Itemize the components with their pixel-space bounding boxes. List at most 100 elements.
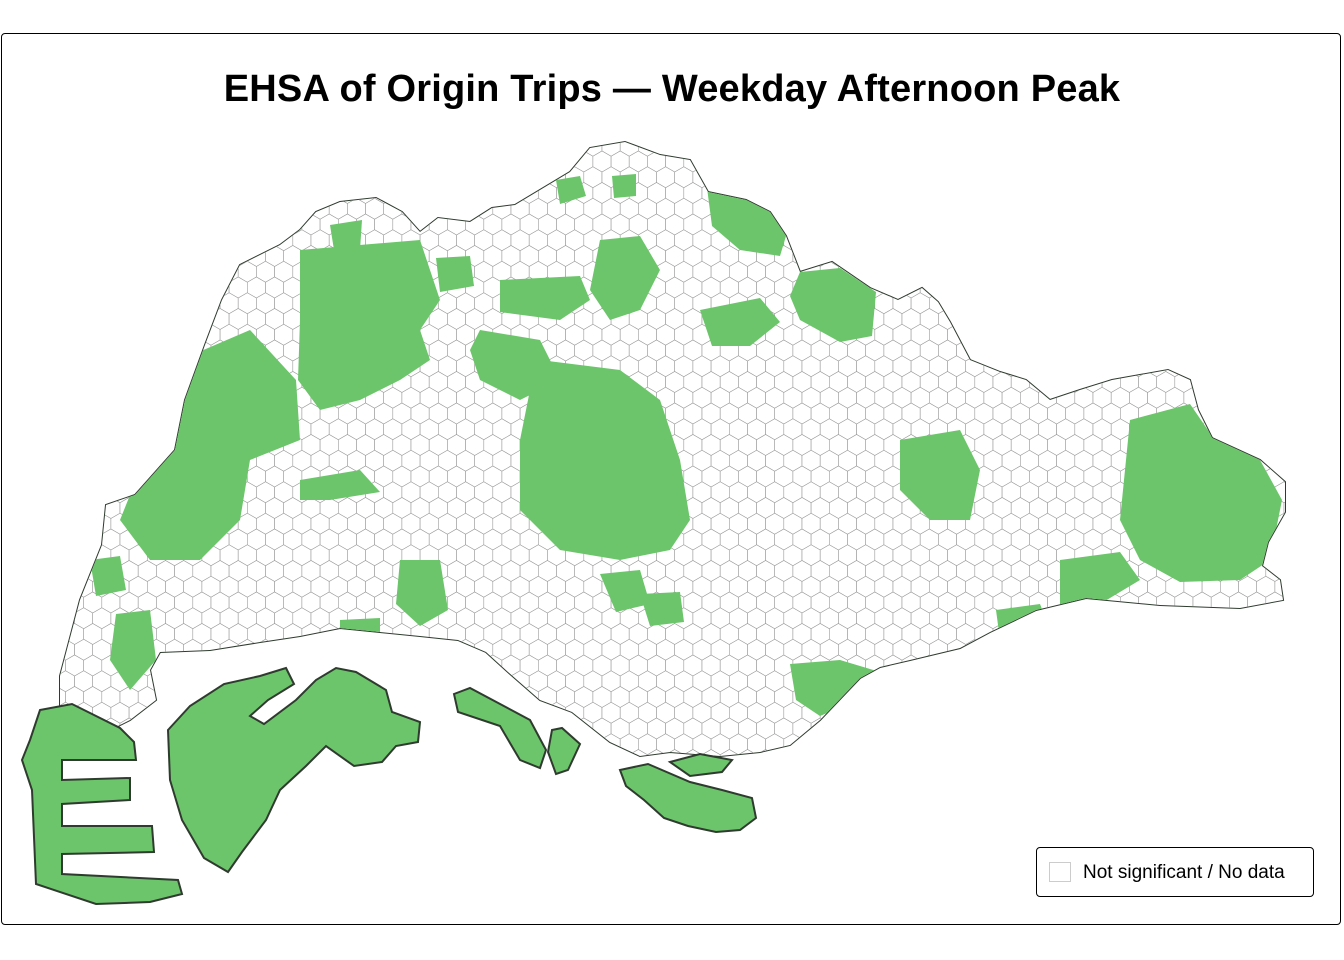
hex-cell	[38, 167, 56, 188]
hex-cell	[174, 213, 194, 236]
hex-cell	[774, 182, 794, 204]
hex-cell	[1056, 355, 1076, 378]
hex-cell	[1192, 245, 1212, 267]
hex-cell	[60, 607, 75, 630]
hex-cell	[128, 197, 148, 220]
hex-cell	[1238, 142, 1257, 157]
hex-cell	[919, 245, 939, 267]
hex-cell	[1165, 229, 1185, 252]
hex-cell	[1129, 142, 1148, 157]
hex-cell	[1256, 142, 1276, 157]
hex-cell	[783, 166, 803, 189]
hex-cell	[1238, 733, 1257, 756]
hex-cell	[1265, 245, 1285, 267]
hex-cell	[401, 166, 421, 189]
hex-cell	[65, 528, 84, 551]
hex-cell	[283, 150, 303, 173]
hex-cell	[38, 608, 56, 629]
hex-cell	[256, 197, 275, 220]
hex-cell	[38, 671, 56, 692]
hex-cell	[20, 198, 38, 219]
hex-cell	[1110, 607, 1130, 630]
hex-cell	[101, 339, 121, 362]
hex-cell	[1156, 717, 1176, 740]
map-title: EHSA of Origin Trips — Weekday Afternoon…	[223, 68, 1121, 110]
hex-cell	[901, 182, 921, 204]
hex-cell	[1120, 245, 1139, 267]
hex-cell	[919, 182, 939, 204]
hex-cell	[474, 670, 494, 693]
hex-cell	[210, 182, 230, 204]
hex-cell	[919, 654, 939, 677]
hex-cell	[1138, 623, 1157, 645]
hex-cell	[383, 670, 403, 693]
hex-cell	[128, 292, 148, 315]
hex-cell	[928, 670, 948, 693]
hex-cell	[1047, 150, 1066, 173]
hex-cell	[1266, 120, 1284, 141]
hex-cell	[792, 182, 812, 204]
hex-cell	[1274, 166, 1285, 189]
hex-cell	[1120, 150, 1139, 173]
hex-cell	[1238, 197, 1257, 220]
hex-cell	[1283, 591, 1285, 614]
hex-cell	[1047, 276, 1066, 299]
hex-cell	[247, 150, 266, 173]
hex-cell	[593, 120, 611, 141]
hex-cell	[457, 765, 475, 786]
hex-cell	[810, 213, 830, 236]
hex-cell	[474, 142, 494, 157]
hex-cell	[1147, 166, 1167, 189]
hex-cell	[838, 229, 857, 252]
hex-cell	[83, 339, 103, 362]
hex-cell	[175, 120, 193, 141]
patch-northeast	[790, 268, 876, 342]
hex-cell	[792, 150, 812, 173]
hex-cell	[65, 560, 84, 582]
hex-cell	[811, 120, 829, 141]
hex-cell	[910, 701, 930, 724]
hex-cell	[1019, 292, 1039, 315]
hex-cell	[1192, 182, 1212, 204]
hex-cell	[966, 765, 984, 786]
hex-cell	[1265, 434, 1285, 456]
hex-cell	[60, 323, 75, 346]
hex-cell	[1283, 371, 1285, 393]
hex-cell	[1010, 213, 1030, 236]
hex-cell	[1283, 245, 1285, 267]
hex-cell	[60, 355, 75, 378]
hex-cell	[20, 450, 38, 471]
hex-cell	[1056, 260, 1076, 283]
hex-cell	[1110, 229, 1130, 252]
hex-cell	[1183, 607, 1203, 630]
hex-cell	[1038, 701, 1057, 724]
hex-cell	[819, 197, 839, 220]
hex-cell	[92, 355, 112, 378]
hex-cell	[1256, 229, 1276, 252]
hex-cell	[256, 142, 275, 157]
hex-cell	[119, 402, 139, 425]
hex-cell	[274, 142, 294, 157]
hex-cell	[1210, 402, 1230, 425]
hex-cell	[1092, 355, 1112, 378]
hex-cell	[974, 308, 994, 330]
hex-cell	[910, 260, 930, 283]
hex-cell	[60, 465, 66, 488]
hex-cell	[1092, 323, 1112, 346]
hex-cell	[201, 166, 221, 189]
hex-cell	[1101, 654, 1121, 677]
hex-cell	[229, 120, 247, 141]
hex-cell	[11, 309, 29, 330]
hex-cell	[1220, 418, 1239, 441]
hex-cell	[992, 276, 1012, 299]
hex-cell	[1029, 717, 1048, 740]
hex-cell	[419, 166, 439, 189]
hex-cell	[228, 150, 248, 173]
hex-cell	[20, 167, 38, 188]
hex-cell	[1165, 166, 1185, 189]
hex-cell	[1192, 213, 1212, 236]
hex-cell	[1092, 607, 1112, 630]
hex-cell	[60, 308, 66, 330]
hex-cell	[274, 638, 294, 661]
hex-cell	[1220, 197, 1239, 220]
